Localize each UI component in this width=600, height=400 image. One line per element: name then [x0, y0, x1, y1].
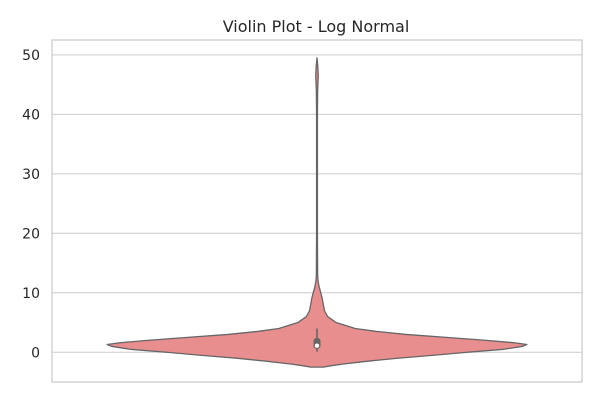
chart-title: Violin Plot - Log Normal: [223, 17, 410, 36]
violin-body: [106, 57, 528, 368]
violin-median: [314, 343, 320, 348]
violin-series: [106, 57, 528, 368]
plot-frame: [51, 39, 583, 383]
y-tick-label: 40: [22, 107, 40, 123]
y-axis-ticks: 0 10 20 30 40 50: [22, 48, 40, 361]
y-tick-label: 20: [22, 226, 40, 242]
y-tick-label: 10: [22, 286, 40, 302]
y-tick-label: 30: [22, 167, 40, 183]
y-tick-label: 0: [31, 345, 40, 361]
y-tick-label: 50: [22, 48, 40, 64]
